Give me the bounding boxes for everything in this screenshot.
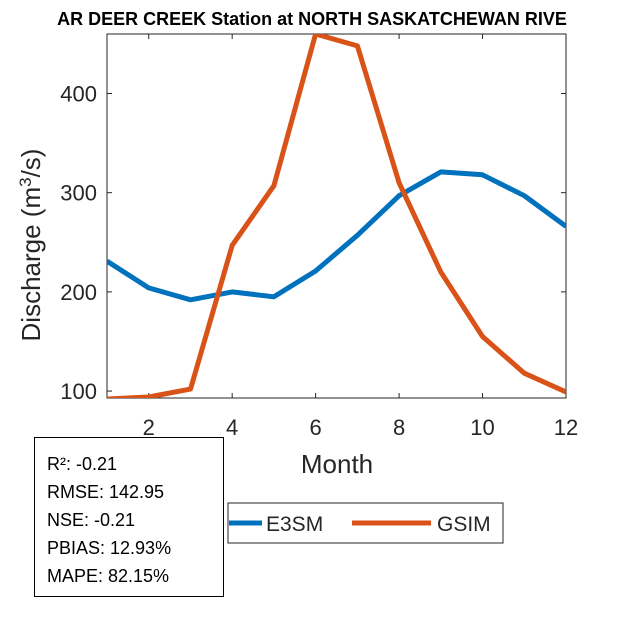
x-tick-label: 4 [226, 415, 238, 440]
x-tick-label: 10 [470, 415, 494, 440]
x-tick-label: 8 [393, 415, 405, 440]
x-axis-title: Month [301, 449, 373, 479]
y-axis-title: Discharge (m3/s) [16, 149, 47, 342]
y-axis-ticks: 100 200 300 400 [60, 82, 566, 404]
axes-frame [106, 33, 567, 399]
y-tick-label: 400 [60, 82, 97, 107]
legend: E3SM GSIM [227, 502, 504, 544]
x-tick-label: 6 [310, 415, 322, 440]
y-axis-title-main: Discharge (m [16, 187, 46, 342]
x-tick-label: 2 [143, 415, 155, 440]
y-axis-title-end: /s) [16, 149, 46, 178]
y-tick-label: 300 [60, 181, 97, 206]
plot-area-border [106, 33, 567, 399]
x-axis-ticks: 2 4 6 8 10 12 [143, 34, 578, 440]
stat-nse: NSE: -0.21 [47, 510, 136, 530]
x-tick-label: 12 [554, 415, 578, 440]
stat-mape: MAPE: 82.15% [47, 566, 170, 586]
stat-r2: R²: -0.21 [47, 454, 118, 474]
y-tick-label: 200 [60, 280, 97, 305]
legend-label-e3sm: E3SM [266, 513, 323, 536]
chart-title: AR DEER CREEK Station at NORTH SASKATCHE… [57, 9, 567, 29]
legend-label-gsim: GSIM [437, 513, 491, 536]
stat-pbias: PBIAS: 12.93% [47, 538, 172, 558]
y-tick-label: 100 [60, 379, 97, 404]
stat-rmse: RMSE: 142.95 [47, 482, 165, 502]
series-line-e3sm [107, 169, 566, 303]
stats-box: R²: -0.21 RMSE: 142.95 NSE: -0.21 PBIAS:… [34, 437, 224, 597]
y-axis-title-sup: 3 [16, 177, 35, 186]
series-line-gsim [107, 34, 566, 398]
series-layer [107, 34, 566, 398]
